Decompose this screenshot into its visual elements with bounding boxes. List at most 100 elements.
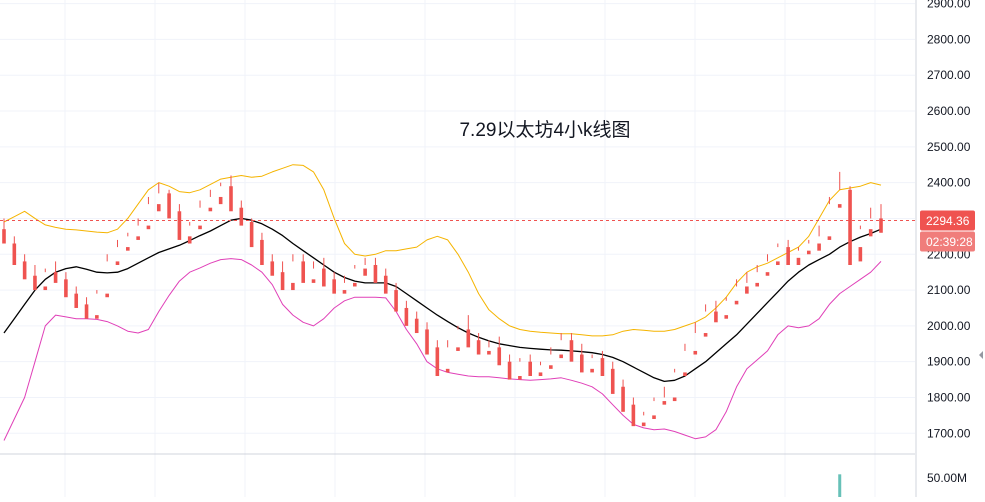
candle-body	[74, 293, 79, 308]
candle-63	[652, 397, 656, 419]
candle-body	[136, 236, 140, 240]
candle-body	[95, 315, 99, 319]
candle-48	[497, 336, 502, 366]
candle-body	[590, 368, 594, 373]
candle-body	[146, 225, 151, 230]
y-tick-label: 2700.00	[927, 68, 971, 82]
candle-body	[827, 236, 832, 240]
candle-40	[414, 311, 419, 334]
candle-71	[734, 279, 739, 305]
candle-84	[868, 207, 873, 237]
countdown-tag	[920, 231, 975, 252]
candle-body	[497, 347, 502, 366]
countdown-label: 02:39:28	[926, 235, 973, 249]
candle-body	[167, 193, 171, 219]
candle-57	[590, 354, 594, 373]
axis-scroll-icon[interactable]	[979, 351, 983, 359]
candle-9	[95, 290, 99, 319]
candle-52	[538, 361, 543, 377]
current-price-label: 2294.36	[926, 214, 970, 228]
candle-29	[301, 254, 306, 283]
candle-body	[518, 376, 522, 380]
candle-21	[218, 182, 223, 205]
candle-body	[218, 196, 223, 205]
candle-body	[600, 358, 605, 377]
candle-body	[703, 333, 708, 337]
candle-body	[280, 272, 285, 291]
candle-46	[476, 333, 481, 355]
candle-body	[796, 257, 801, 265]
candle-body	[208, 207, 213, 212]
candle-body	[115, 261, 120, 265]
candle-69	[714, 300, 718, 323]
y-tick-label: 2100.00	[927, 283, 971, 297]
candle-45	[466, 315, 471, 348]
candle-26	[270, 254, 275, 276]
candle-41	[425, 322, 429, 355]
candle-16	[167, 189, 171, 219]
candle-2	[22, 254, 27, 280]
candle-80	[827, 196, 832, 240]
y-tick-label: 2500.00	[927, 140, 971, 154]
candle-34	[353, 264, 357, 287]
candle-76	[786, 239, 790, 265]
candle-body	[12, 243, 17, 265]
candle-body	[776, 261, 780, 265]
y-tick-label: 1900.00	[927, 355, 971, 369]
y-tick-label: 2400.00	[927, 176, 971, 190]
candle-body	[476, 340, 481, 355]
candle-body	[22, 261, 27, 280]
candle-51	[528, 354, 532, 377]
y-tick-label: 1800.00	[927, 390, 971, 404]
candle-body	[610, 368, 615, 394]
candle-44	[456, 325, 460, 351]
candle-56	[579, 343, 584, 373]
candle-body	[332, 279, 336, 294]
candle-38	[394, 282, 398, 312]
candle-body	[641, 422, 646, 427]
candle-body	[734, 300, 739, 305]
candle-17	[177, 204, 182, 240]
candle-body	[579, 354, 584, 373]
candle-body	[414, 318, 419, 334]
candle-77	[796, 247, 801, 265]
candle-42	[435, 340, 440, 377]
candle-body	[301, 261, 306, 283]
candle-66	[683, 343, 687, 377]
candle-body	[879, 218, 883, 233]
y-tick-label: 2800.00	[927, 32, 971, 46]
candle-15	[156, 182, 161, 212]
candle-5	[53, 261, 58, 283]
volume-pane	[838, 474, 842, 497]
candle-body	[383, 275, 388, 294]
candle-7	[74, 286, 79, 308]
candle-body	[837, 204, 842, 208]
candle-18	[187, 222, 192, 244]
candle-body	[683, 372, 687, 377]
candle-body	[373, 264, 378, 283]
candle-78	[806, 239, 811, 255]
candle-36	[373, 257, 378, 283]
candle-11	[115, 239, 120, 265]
y-tick-label: 2600.00	[927, 104, 971, 118]
candle-body	[466, 329, 471, 348]
candle-body	[621, 386, 625, 412]
candlesticks	[2, 171, 883, 427]
candle-81	[837, 171, 842, 208]
candle-body	[631, 404, 636, 427]
candle-body	[43, 286, 48, 291]
candle-39	[404, 300, 409, 326]
volume-axis-label: 50.00M	[927, 471, 967, 485]
candle-body	[507, 361, 512, 380]
candle-8	[84, 297, 89, 319]
candle-79	[817, 225, 821, 251]
candle-49	[507, 354, 512, 380]
candle-25	[260, 232, 264, 265]
candle-body	[394, 290, 398, 312]
candle-body	[858, 247, 863, 262]
candle-65	[672, 368, 677, 402]
candle-12	[126, 232, 130, 251]
candle-72	[745, 272, 749, 294]
